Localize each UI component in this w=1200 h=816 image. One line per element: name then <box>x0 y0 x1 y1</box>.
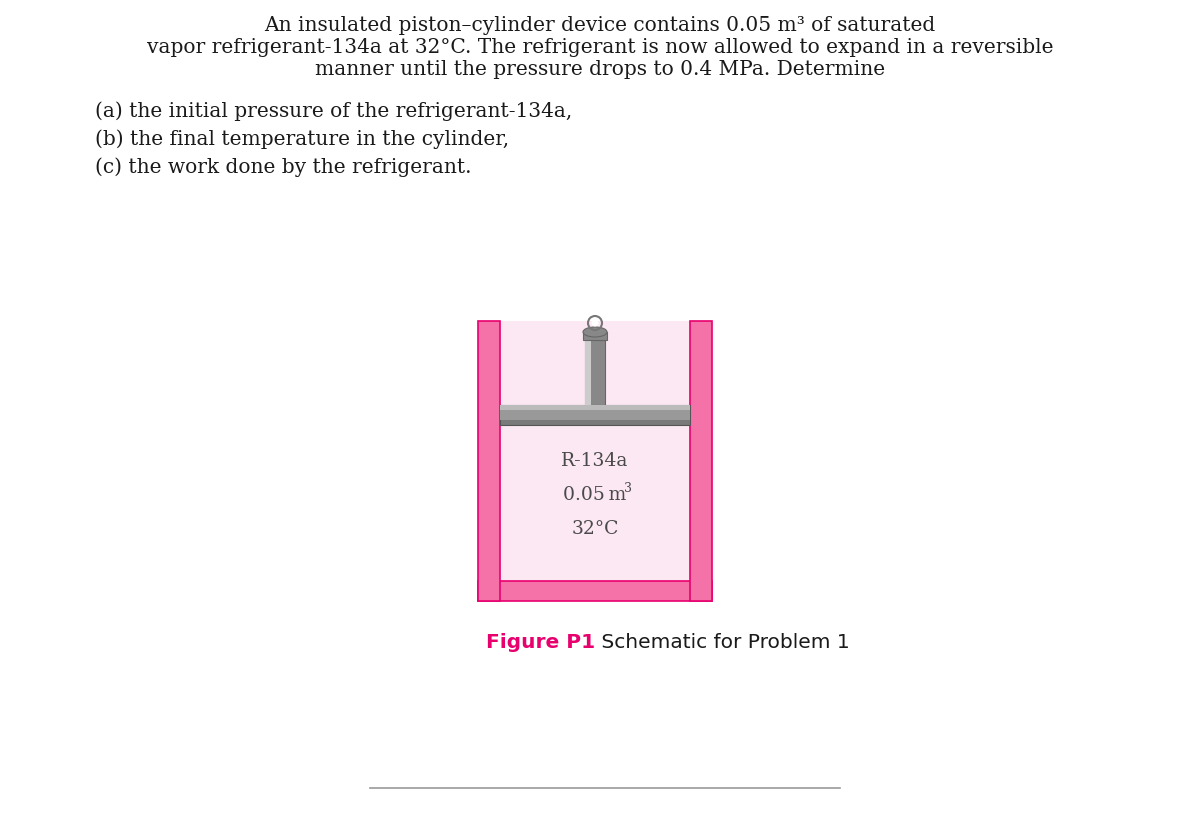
Bar <box>583 332 607 340</box>
Bar <box>500 321 690 581</box>
Bar <box>478 321 500 601</box>
Text: (a) the initial pressure of the refrigerant-134a,: (a) the initial pressure of the refriger… <box>95 101 572 121</box>
Bar <box>586 340 592 405</box>
Text: 3: 3 <box>624 481 632 494</box>
Text: 32°C: 32°C <box>571 520 619 538</box>
Text: vapor refrigerant-134a at 32°C. The refrigerant is now allowed to expand in a re: vapor refrigerant-134a at 32°C. The refr… <box>146 38 1054 57</box>
Text: 0.05 m: 0.05 m <box>563 486 626 504</box>
Bar <box>690 321 712 601</box>
Text: An insulated piston–cylinder device contains 0.05 m³ of saturated: An insulated piston–cylinder device cont… <box>264 16 936 35</box>
Text: R-134a: R-134a <box>562 452 629 470</box>
Text: Schematic for Problem 1: Schematic for Problem 1 <box>595 633 850 652</box>
Text: Figure P1: Figure P1 <box>486 633 595 652</box>
Ellipse shape <box>583 327 607 337</box>
Bar <box>586 340 605 405</box>
Text: (c) the work done by the refrigerant.: (c) the work done by the refrigerant. <box>95 157 472 176</box>
Ellipse shape <box>592 320 599 326</box>
Bar <box>500 405 690 425</box>
Bar <box>500 405 690 410</box>
Text: manner until the pressure drops to 0.4 MPa. Determine: manner until the pressure drops to 0.4 M… <box>314 60 886 79</box>
Text: (b) the final temperature in the cylinder,: (b) the final temperature in the cylinde… <box>95 129 509 149</box>
Bar <box>500 410 690 420</box>
Bar <box>478 581 712 601</box>
